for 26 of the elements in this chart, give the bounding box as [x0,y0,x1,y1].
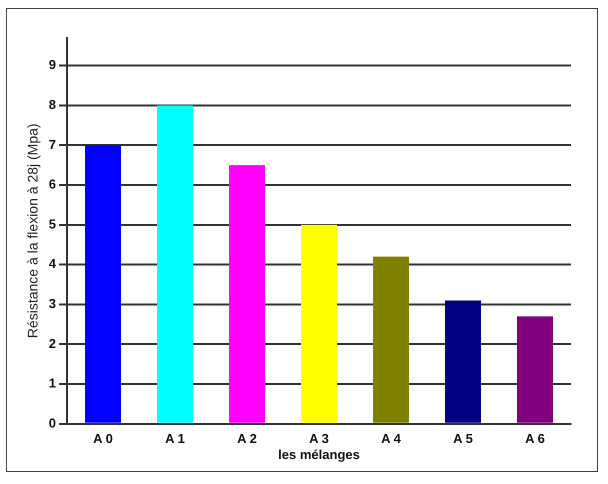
bar [517,316,553,423]
bar [85,145,122,423]
bar [301,224,338,423]
bar [373,256,410,423]
y-tick-label: 0 [48,415,56,430]
y-tick-label: 4 [48,256,57,272]
bar [445,300,482,423]
y-tick-label: 1 [48,376,56,391]
x-tick-label: A 2 [237,431,257,446]
x-axis-title: les mélanges [278,446,360,462]
y-tick-label: 9 [48,57,56,72]
bar [229,165,266,423]
x-tick-label: A 0 [93,431,113,446]
y-tick-label: 6 [48,176,56,192]
y-tick-label: 3 [48,296,56,311]
x-tick-label: A 3 [309,431,329,446]
y-tick-label: 8 [48,97,56,112]
x-tick-label: A 4 [381,431,402,446]
x-tick-label: A 6 [525,431,545,446]
y-tick-label: 2 [48,336,56,351]
x-tick-label: A 1 [165,431,185,446]
bar [157,105,194,423]
y-axis-title: Résistance à la flexion à 28j (Mpa) [24,123,40,338]
x-tick-label: A 5 [453,431,473,446]
y-tick-label: 7 [48,136,56,152]
y-tick-label: 5 [48,216,56,232]
